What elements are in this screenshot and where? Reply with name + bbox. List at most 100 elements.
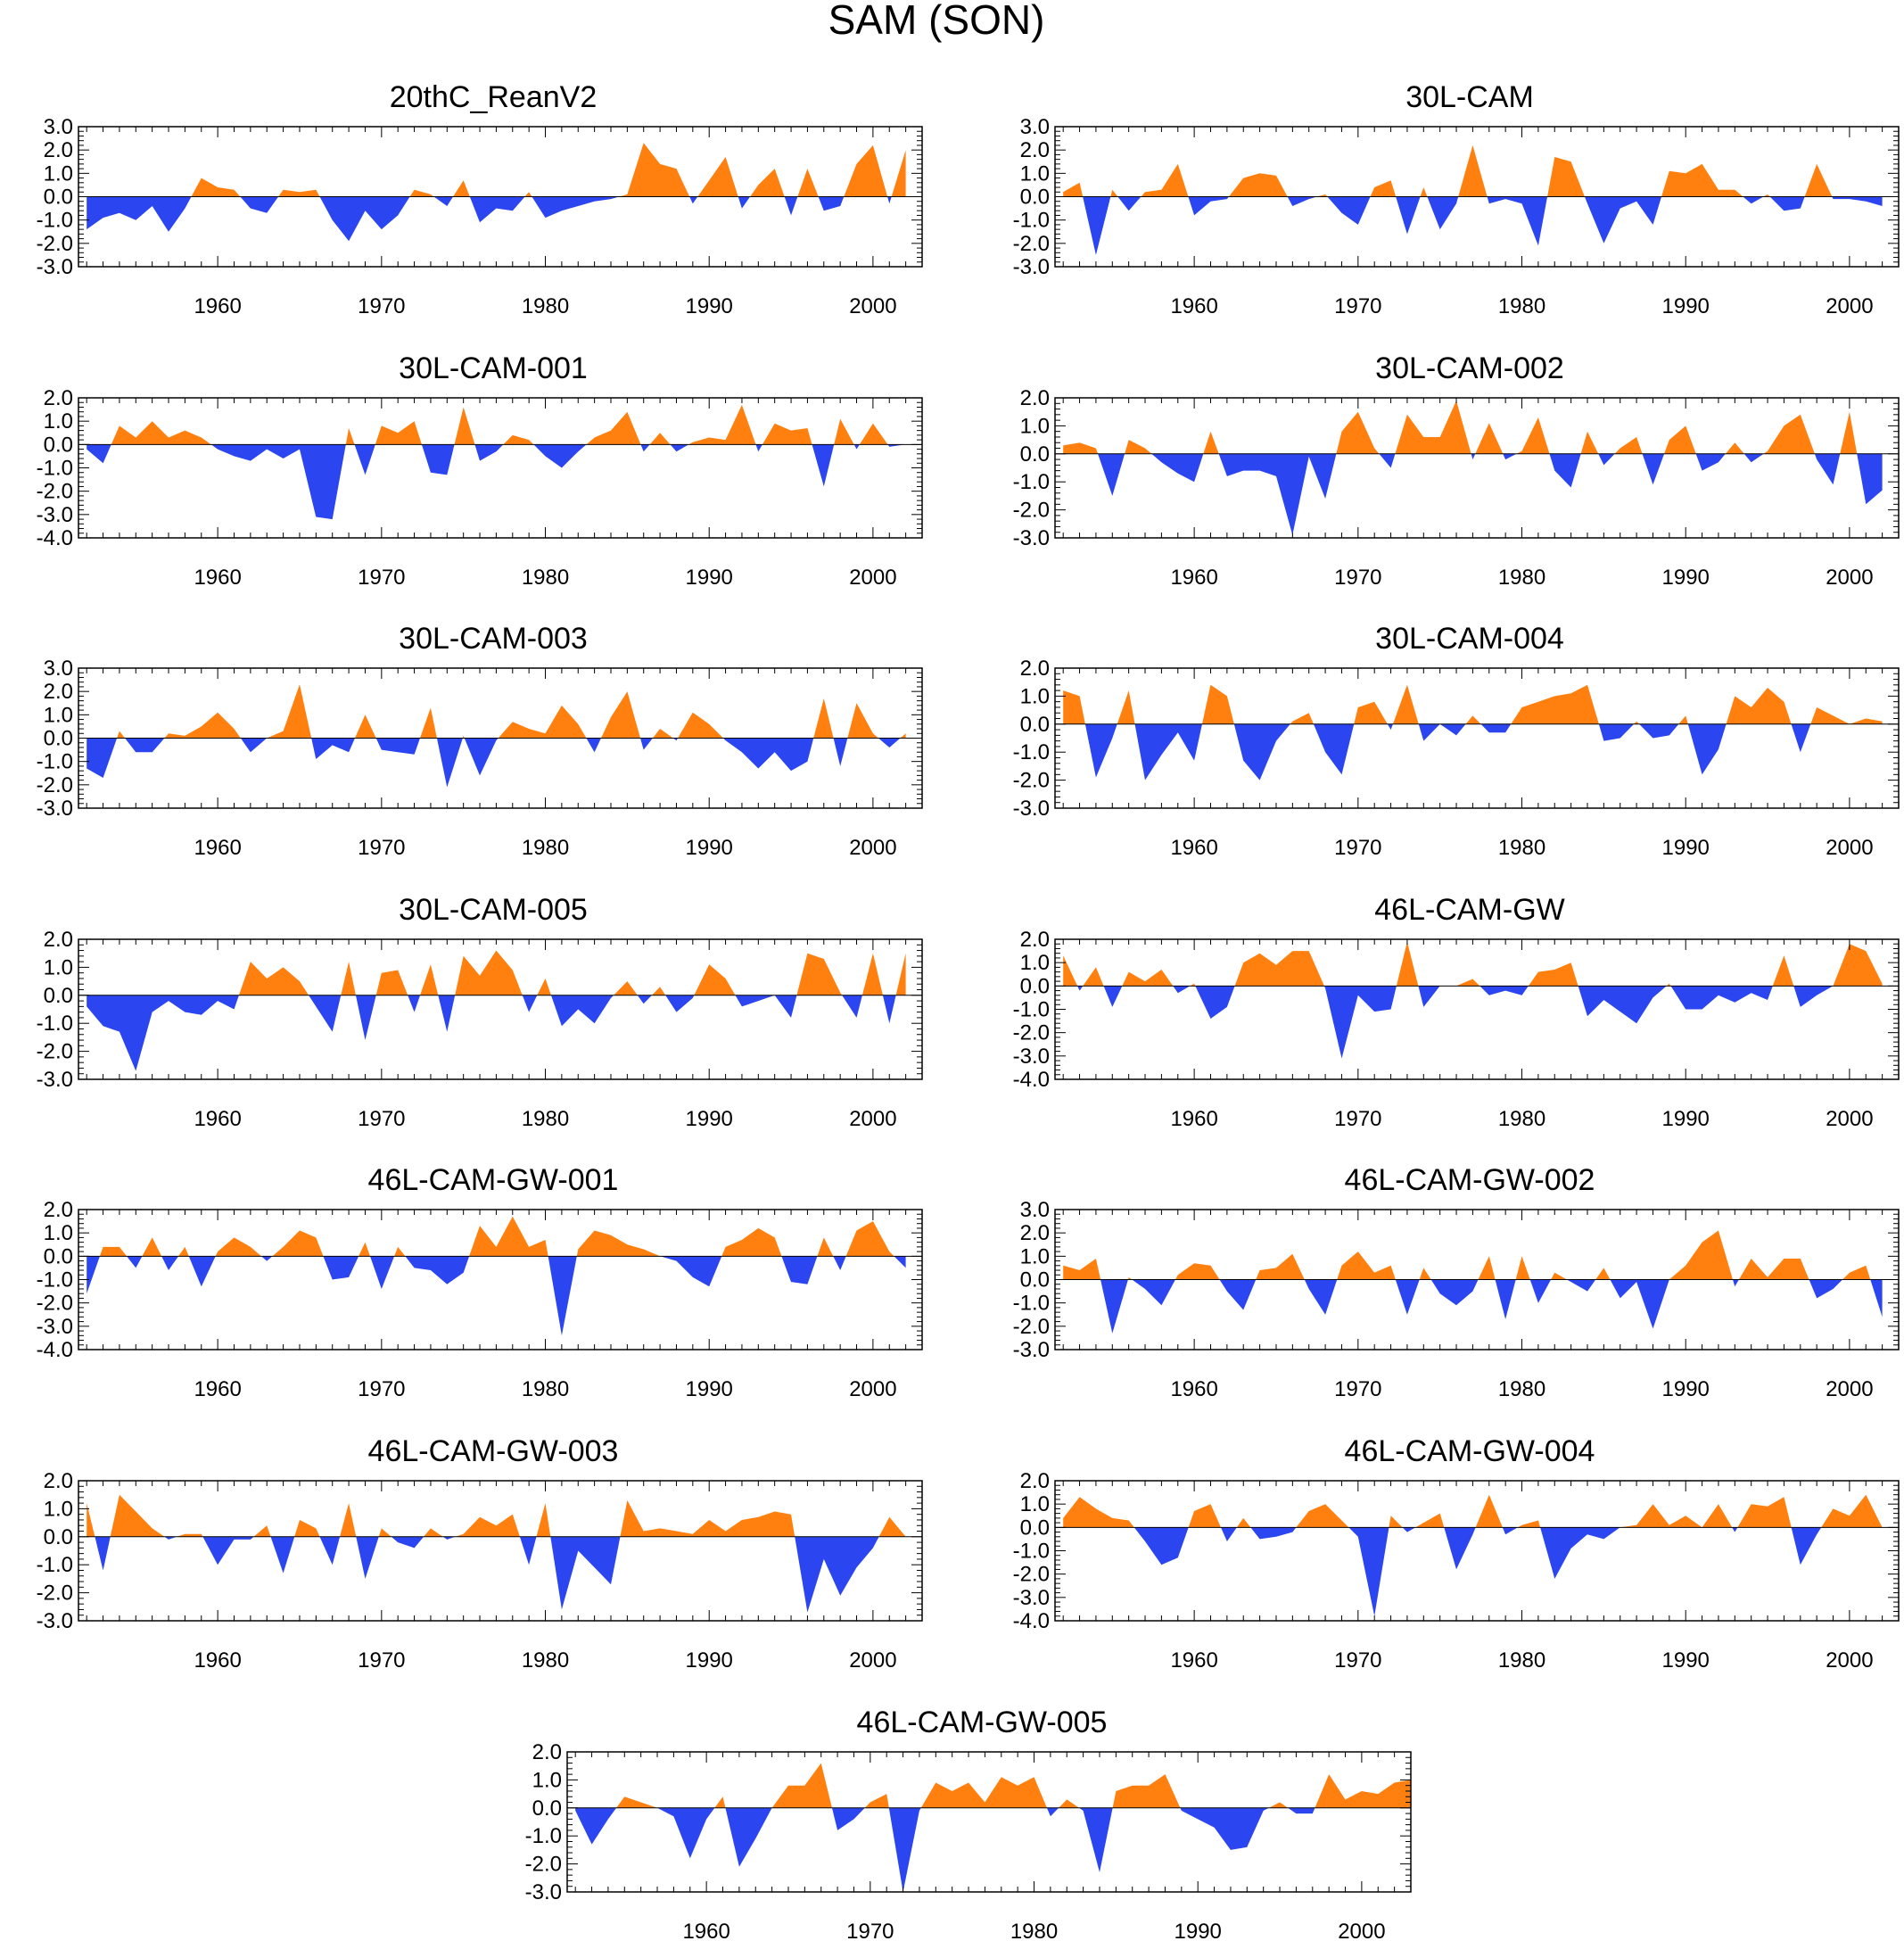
x-tick-label: 2000 [849, 836, 896, 860]
y-tick-label: 1.0 [532, 1768, 562, 1792]
panels: 20thC_ReanV23.02.01.00.0-1.0-2.0-3.01960… [37, 80, 1900, 1941]
x-tick-label: 1990 [686, 1377, 733, 1401]
plot-frame [78, 397, 923, 539]
panel-46l-cam-gw-004: 46L-CAM-GW-004 2.01.00.0-1.0-2.0-3.0-4.0 1… [1013, 1434, 1900, 1673]
panel-30l-cam: 30L-CAM 3.02.01.00.0-1.0-2.0-3.0 1960 1970 1… [1013, 80, 1900, 318]
x-tick-label: 1960 [194, 1107, 241, 1131]
y-tick-label: -2.0 [1013, 1315, 1050, 1339]
series-positive-area-46l-cam-gw-003 [87, 1494, 906, 1537]
y-tick-label: -2.0 [525, 1853, 562, 1877]
y-tick-label: -3.0 [525, 1880, 562, 1904]
series-negative-area-20thc-reanv2 [87, 196, 906, 242]
panel-title-30l-cam-003: 30L-CAM-003 [399, 622, 588, 656]
y-tick-label: -2.0 [37, 1582, 73, 1606]
x-tick-label: 2000 [1826, 1377, 1873, 1401]
panel-46l-cam-gw-002: 46L-CAM-GW-002 3.02.01.00.0-1.0-2.0-3.0 19… [1013, 1163, 1900, 1401]
panel-title-30l-cam-002: 30L-CAM-002 [1375, 351, 1564, 385]
x-tick-label: 1990 [686, 1107, 733, 1131]
x-tick-label: 1990 [1662, 566, 1710, 590]
y-tick-label: 0.0 [532, 1796, 562, 1821]
y-tick-label: 0.0 [1020, 442, 1050, 467]
series-positive-area-30l-cam-003 [87, 684, 906, 739]
y-tick-label: 3.0 [44, 115, 73, 139]
y-tick-label: 0.0 [44, 433, 73, 457]
y-tick-label: 2.0 [1020, 657, 1050, 681]
y-tick-label: -1.0 [37, 1012, 73, 1036]
x-tick-label: 1980 [1498, 1107, 1545, 1131]
x-tick-label: 2000 [849, 294, 896, 318]
series-negative-area-46l-cam-gw-002 [1063, 1279, 1883, 1334]
series-negative-area-30l-cam [1063, 196, 1883, 255]
x-tick-label: 1990 [686, 1648, 733, 1673]
y-tick-label: -3.0 [1013, 797, 1050, 821]
x-tick-label: 1970 [358, 1107, 405, 1131]
panel-30l-cam-005: 30L-CAM-005 2.0 1.0 0.0 -1.0 -2.0 -3.0 1960 1970… [37, 893, 923, 1131]
panel-title-46l-cam-gw-005: 46L-CAM-GW-005 [857, 1706, 1108, 1739]
x-tick-label: 1970 [358, 1648, 405, 1673]
x-tick-label: 1990 [1662, 1377, 1710, 1401]
panel-46l-cam-gw-003: 46L-CAM-GW-003 2.0 1.0 0.0 -1.0 -2.0 -3.0 1960 1… [37, 1434, 923, 1673]
x-tick-label: 1990 [686, 566, 733, 590]
x-tick-label: 1960 [1170, 294, 1217, 318]
series-positive-area-46l-cam-gw-001 [87, 1216, 906, 1257]
plot-frame [566, 1751, 1412, 1893]
x-tick-label: 1990 [1662, 1648, 1710, 1673]
y-tick-label: -1.0 [37, 457, 73, 481]
plot-frame [1054, 397, 1900, 539]
x-tick-label: 1960 [682, 1920, 729, 1941]
y-tick-label: -2.0 [1013, 1563, 1050, 1587]
y-tick-label: -3.0 [37, 503, 73, 527]
x-tick-label: 2000 [1338, 1920, 1385, 1941]
y-tick-label: 2.0 [1020, 386, 1050, 410]
y-tick-label: 0.0 [1020, 1516, 1050, 1540]
series-positive-area-30l-cam-005 [238, 950, 906, 995]
series-negative-area-46l-cam-gw-001 [87, 1256, 906, 1336]
x-tick-label: 1970 [358, 836, 405, 860]
series-positive-area-46l-cam-gw-005 [616, 1763, 1411, 1808]
plot-frame [78, 1480, 923, 1622]
y-tick-label: -3.0 [1013, 1338, 1050, 1362]
y-tick-label: 3.0 [1020, 1198, 1050, 1222]
y-tick-label: -3.0 [1013, 1045, 1050, 1069]
y-tick-label: -1.0 [1013, 1540, 1050, 1564]
x-tick-label: 1980 [522, 1377, 569, 1401]
x-tick-label: 1980 [1498, 294, 1545, 318]
series-negative-area-46l-cam-gw-005 [575, 1807, 1315, 1892]
panel-title-20thc-reanv2: 20thC_ReanV2 [390, 80, 598, 114]
y-tick-label: 0.0 [44, 1244, 73, 1268]
x-tick-label: 1980 [522, 836, 569, 860]
x-tick-label: 1970 [1334, 566, 1381, 590]
y-tick-label: 1.0 [44, 703, 73, 727]
x-tick-label: 2000 [1826, 1648, 1873, 1673]
plot-frame [78, 938, 923, 1080]
series-positive-area-46l-cam-gw-002 [1063, 1230, 1883, 1280]
x-tick-label: 1970 [1334, 1648, 1381, 1673]
series-positive-area-30l-cam-002 [1063, 401, 1858, 454]
x-tick-label: 1960 [194, 1377, 241, 1401]
panel-title-30l-cam: 30L-CAM [1405, 80, 1534, 114]
y-tick-label: 2.0 [44, 138, 73, 162]
panel-title-46l-cam-gw-001: 46L-CAM-GW-001 [368, 1163, 619, 1197]
y-tick-label: -3.0 [1013, 526, 1050, 550]
y-tick-label: 2.0 [532, 1740, 562, 1764]
y-tick-label: 1.0 [44, 1497, 73, 1521]
series-negative-area-30l-cam-001 [87, 444, 906, 520]
x-tick-label: 2000 [849, 1648, 896, 1673]
y-tick-label: 0.0 [44, 984, 73, 1008]
y-tick-label: 1.0 [1020, 1492, 1050, 1516]
y-tick-label: 1.0 [1020, 414, 1050, 438]
y-tick-label: -3.0 [37, 1609, 73, 1633]
x-tick-label: 1990 [1175, 1920, 1222, 1941]
y-tick-label: 0.0 [1020, 974, 1050, 998]
panel-46l-cam-gw-005: 46L-CAM-GW-005 2.0 1.0 0.0 -1.0 -2.0 -3.0 1960 1… [525, 1706, 1412, 1941]
y-tick-label: -3.0 [37, 1068, 73, 1092]
panel-30l-cam-004: 30L-CAM-004 2.0 1.0 0.0 -1.0 -2.0 -3.0 1960 1970… [1013, 622, 1900, 860]
panel-20thc-reanv2: 20thC_ReanV2 3.02.01.00.0-1.0-2.0-3.0 1960… [37, 80, 923, 318]
series-positive-area-46l-cam-gw-004 [1063, 1494, 1883, 1528]
x-tick-label: 1960 [194, 1648, 241, 1673]
y-tick-label: -1.0 [37, 1268, 73, 1293]
y-tick-label: -1.0 [1013, 998, 1050, 1022]
y-tick-label: -2.0 [1013, 1021, 1050, 1045]
x-tick-label: 2000 [849, 1377, 896, 1401]
panel-title-46l-cam-gw-004: 46L-CAM-GW-004 [1345, 1434, 1595, 1468]
